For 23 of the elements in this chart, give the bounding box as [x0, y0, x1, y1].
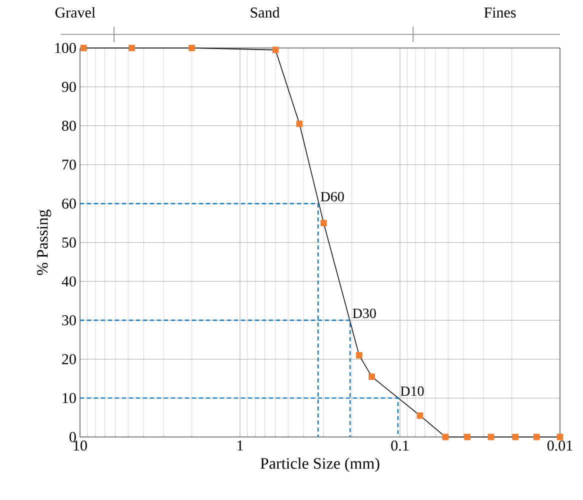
- annotation: D30: [352, 308, 376, 318]
- y-axis-title: % Passing: [37, 210, 52, 276]
- x-tick-label: 1: [238, 440, 243, 450]
- text: Gravel: [55, 7, 96, 18]
- y-tick-label: 70: [62, 160, 76, 170]
- y-tick-label: 50: [62, 237, 76, 248]
- annotation: D10: [400, 386, 424, 396]
- y-tick-label: 20: [62, 354, 76, 364]
- y-tick-label: 100: [55, 42, 76, 54]
- y-tick-label: 90: [62, 82, 76, 92]
- x-axis-title: Particle Size (mm): [260, 458, 380, 472]
- text: Sand: [250, 7, 280, 18]
- x-tick-label: 0.01: [547, 440, 572, 451]
- y-tick-label: 40: [62, 276, 76, 286]
- x-tick-label: 10: [74, 440, 87, 451]
- annotation: D60: [320, 192, 344, 202]
- y-tick-label: 0: [70, 432, 76, 442]
- y-tick-label: 60: [62, 198, 76, 209]
- text: Fines: [484, 8, 516, 18]
- y-tick-label: 10: [62, 393, 76, 404]
- y-tick-label: 80: [62, 120, 76, 131]
- y-tick-label: 30: [62, 315, 76, 326]
- x-tick-label: 0.1: [391, 440, 408, 451]
